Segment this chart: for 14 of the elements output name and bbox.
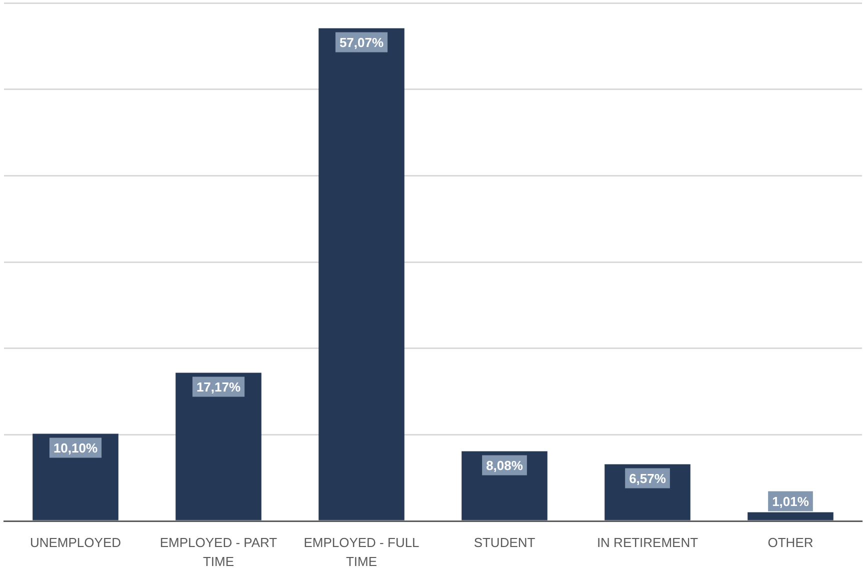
data-label: 6,57% bbox=[629, 470, 666, 486]
data-label: 8,08% bbox=[486, 458, 524, 473]
data-label: 1,01% bbox=[772, 494, 810, 509]
data-label: 57,07% bbox=[339, 34, 384, 50]
x-tick-label: OTHER bbox=[768, 535, 814, 550]
x-tick-label: EMPLOYED - FULL TIME bbox=[304, 535, 420, 569]
x-tick-label: EMPLOYED - PART TIME bbox=[160, 535, 278, 569]
x-tick-label: IN RETIREMENT bbox=[596, 535, 698, 550]
bar bbox=[318, 28, 404, 520]
bar bbox=[176, 372, 262, 520]
x-tick-label: STUDENT bbox=[474, 535, 536, 550]
x-tick-label: UNEMPLOYED bbox=[30, 535, 122, 550]
data-label: 17,17% bbox=[196, 379, 241, 394]
data-label: 10,10% bbox=[53, 440, 98, 456]
